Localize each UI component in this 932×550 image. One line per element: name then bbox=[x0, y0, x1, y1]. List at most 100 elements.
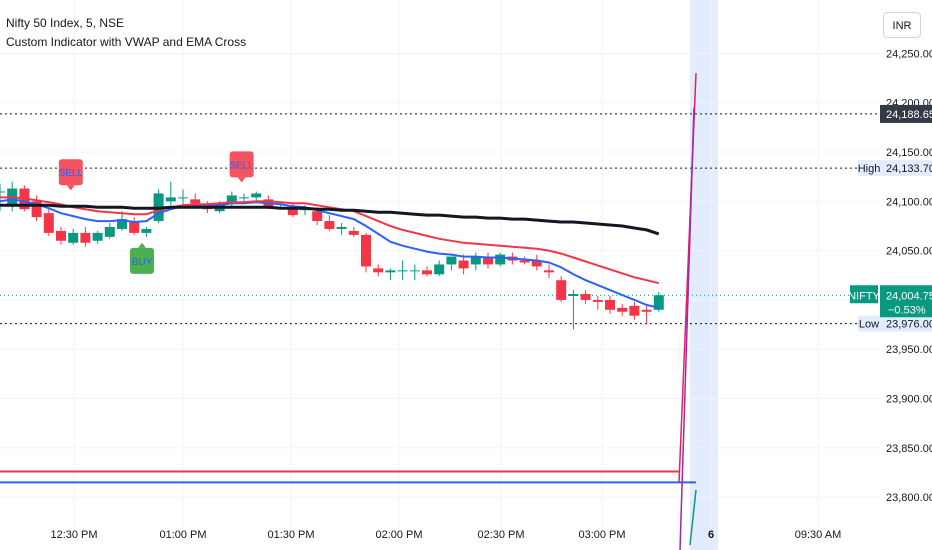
candle-body bbox=[641, 309, 652, 312]
candle-body bbox=[568, 294, 579, 296]
buy-signal-pointer bbox=[138, 242, 146, 248]
horizontal-levels bbox=[0, 113, 880, 325]
symbol-title[interactable]: Nifty 50 Index, 5, NSE bbox=[6, 16, 125, 30]
high-price-badge: 24,133.70 bbox=[886, 163, 932, 175]
candle-body bbox=[544, 270, 554, 273]
spike-line bbox=[689, 489, 697, 546]
candle-body bbox=[141, 228, 152, 233]
spike-line bbox=[679, 107, 695, 550]
candle-body bbox=[43, 213, 54, 233]
time-tick-label: 03:00 PM bbox=[578, 529, 625, 541]
candle-body bbox=[617, 307, 628, 312]
time-tick-label: 12:30 PM bbox=[50, 529, 97, 541]
sell-signal-pointer bbox=[66, 185, 75, 191]
symbol-badge: NIFTY bbox=[848, 290, 880, 302]
last-price-badge-bg bbox=[880, 285, 932, 318]
candle-body bbox=[336, 226, 347, 229]
candle-body bbox=[434, 264, 445, 275]
candle-body bbox=[361, 234, 371, 267]
candle-body bbox=[397, 270, 408, 272]
low-price-badge: 23,976.00 bbox=[886, 319, 932, 331]
price-tick-label: 24,050.00 bbox=[886, 246, 932, 258]
red-ema-line bbox=[0, 196, 660, 285]
sell-signal-label bbox=[229, 151, 254, 178]
time-tick-label: 02:30 PM bbox=[477, 529, 524, 541]
sell-signal-label bbox=[58, 159, 83, 186]
symbol-badge-bg bbox=[850, 285, 878, 304]
price-axis[interactable]: 23,800.00 23,850.00 23,900.00 23,950.00 24,0… bbox=[848, 48, 932, 504]
spike-lines bbox=[678, 73, 697, 550]
candle-body bbox=[80, 232, 91, 243]
candle-body bbox=[592, 299, 603, 302]
candle-body bbox=[653, 295, 664, 310]
currency-button[interactable]: INR bbox=[883, 12, 921, 38]
level-price-badge: 24,188.65 bbox=[886, 109, 932, 121]
candle-body bbox=[348, 230, 359, 235]
candle-body bbox=[165, 197, 176, 202]
candle-body bbox=[0, 191, 5, 193]
candle-body bbox=[556, 280, 567, 300]
candle-body bbox=[580, 294, 591, 300]
current-session-highlight bbox=[690, 0, 718, 550]
candle-body bbox=[287, 207, 298, 216]
candle-body bbox=[300, 209, 310, 211]
price-tick-label: 23,800.00 bbox=[886, 492, 932, 504]
black-vwap-line bbox=[0, 203, 660, 236]
candle-body bbox=[31, 201, 42, 218]
last-price-value: 24,004.75 bbox=[886, 290, 932, 302]
indicator-title[interactable]: Custom Indicator with VWAP and EMA Cross bbox=[6, 35, 247, 49]
candle-body bbox=[239, 197, 249, 199]
sell-signal-pointer bbox=[237, 177, 246, 183]
candle-body bbox=[68, 232, 79, 243]
candle-body bbox=[519, 260, 530, 263]
indicator-lines bbox=[0, 196, 660, 309]
candle-body bbox=[446, 256, 457, 265]
price-tick-label: 24,250.00 bbox=[886, 48, 932, 60]
candle-body bbox=[605, 299, 615, 310]
candle-body bbox=[385, 270, 396, 273]
candle-body bbox=[56, 230, 66, 241]
candlesticks bbox=[0, 181, 664, 330]
candle-body bbox=[458, 260, 469, 269]
high-level-tag-bg bbox=[858, 160, 880, 177]
time-tick-label: 01:00 PM bbox=[159, 529, 206, 541]
time-tick-label: 02:00 PM bbox=[375, 529, 422, 541]
candle-body bbox=[226, 195, 237, 204]
candle-body bbox=[104, 226, 115, 237]
candle-body bbox=[324, 221, 335, 229]
candle-body bbox=[251, 193, 262, 198]
last-price-change: −0.53% bbox=[888, 304, 926, 316]
candle-body bbox=[531, 260, 542, 267]
price-tick-label: 23,850.00 bbox=[886, 443, 932, 455]
signal-labels: SELL BUY SELL bbox=[58, 151, 254, 274]
candle-body bbox=[422, 270, 432, 275]
low-level-tag-bg bbox=[858, 315, 880, 332]
time-tick-label: 01:30 PM bbox=[267, 529, 314, 541]
price-tick-label: 24,150.00 bbox=[886, 147, 932, 159]
candle-body bbox=[312, 211, 323, 222]
candle-body bbox=[190, 199, 201, 204]
vwap-bands bbox=[0, 470, 696, 484]
candle-body bbox=[495, 254, 506, 265]
candle-body bbox=[483, 256, 493, 265]
price-tick-label: 24,100.00 bbox=[886, 196, 932, 208]
price-tick-label: 23,950.00 bbox=[886, 344, 932, 356]
sell-signal-text: SELL bbox=[229, 160, 254, 171]
buy-signal-label bbox=[130, 247, 154, 274]
high-level-tag: High bbox=[858, 163, 881, 175]
time-axis[interactable]: 12:30 PM 01:00 PM 01:30 PM 02:00 PM 02:30 PM… bbox=[50, 529, 841, 541]
level-price-badge-bg bbox=[880, 104, 932, 123]
candle-body bbox=[409, 270, 420, 272]
candle-body bbox=[178, 197, 188, 199]
price-tick-label: 23,900.00 bbox=[886, 394, 932, 406]
blue-ema-line bbox=[0, 198, 660, 309]
candle-body bbox=[373, 268, 384, 273]
candle-body bbox=[117, 219, 127, 229]
buy-signal-text: BUY bbox=[132, 257, 153, 268]
sell-signal-text: SELL bbox=[59, 168, 84, 179]
time-tick-label: 6 bbox=[708, 529, 714, 541]
candle-body bbox=[629, 305, 640, 316]
candle-body bbox=[470, 256, 481, 265]
candle-body bbox=[129, 221, 140, 233]
